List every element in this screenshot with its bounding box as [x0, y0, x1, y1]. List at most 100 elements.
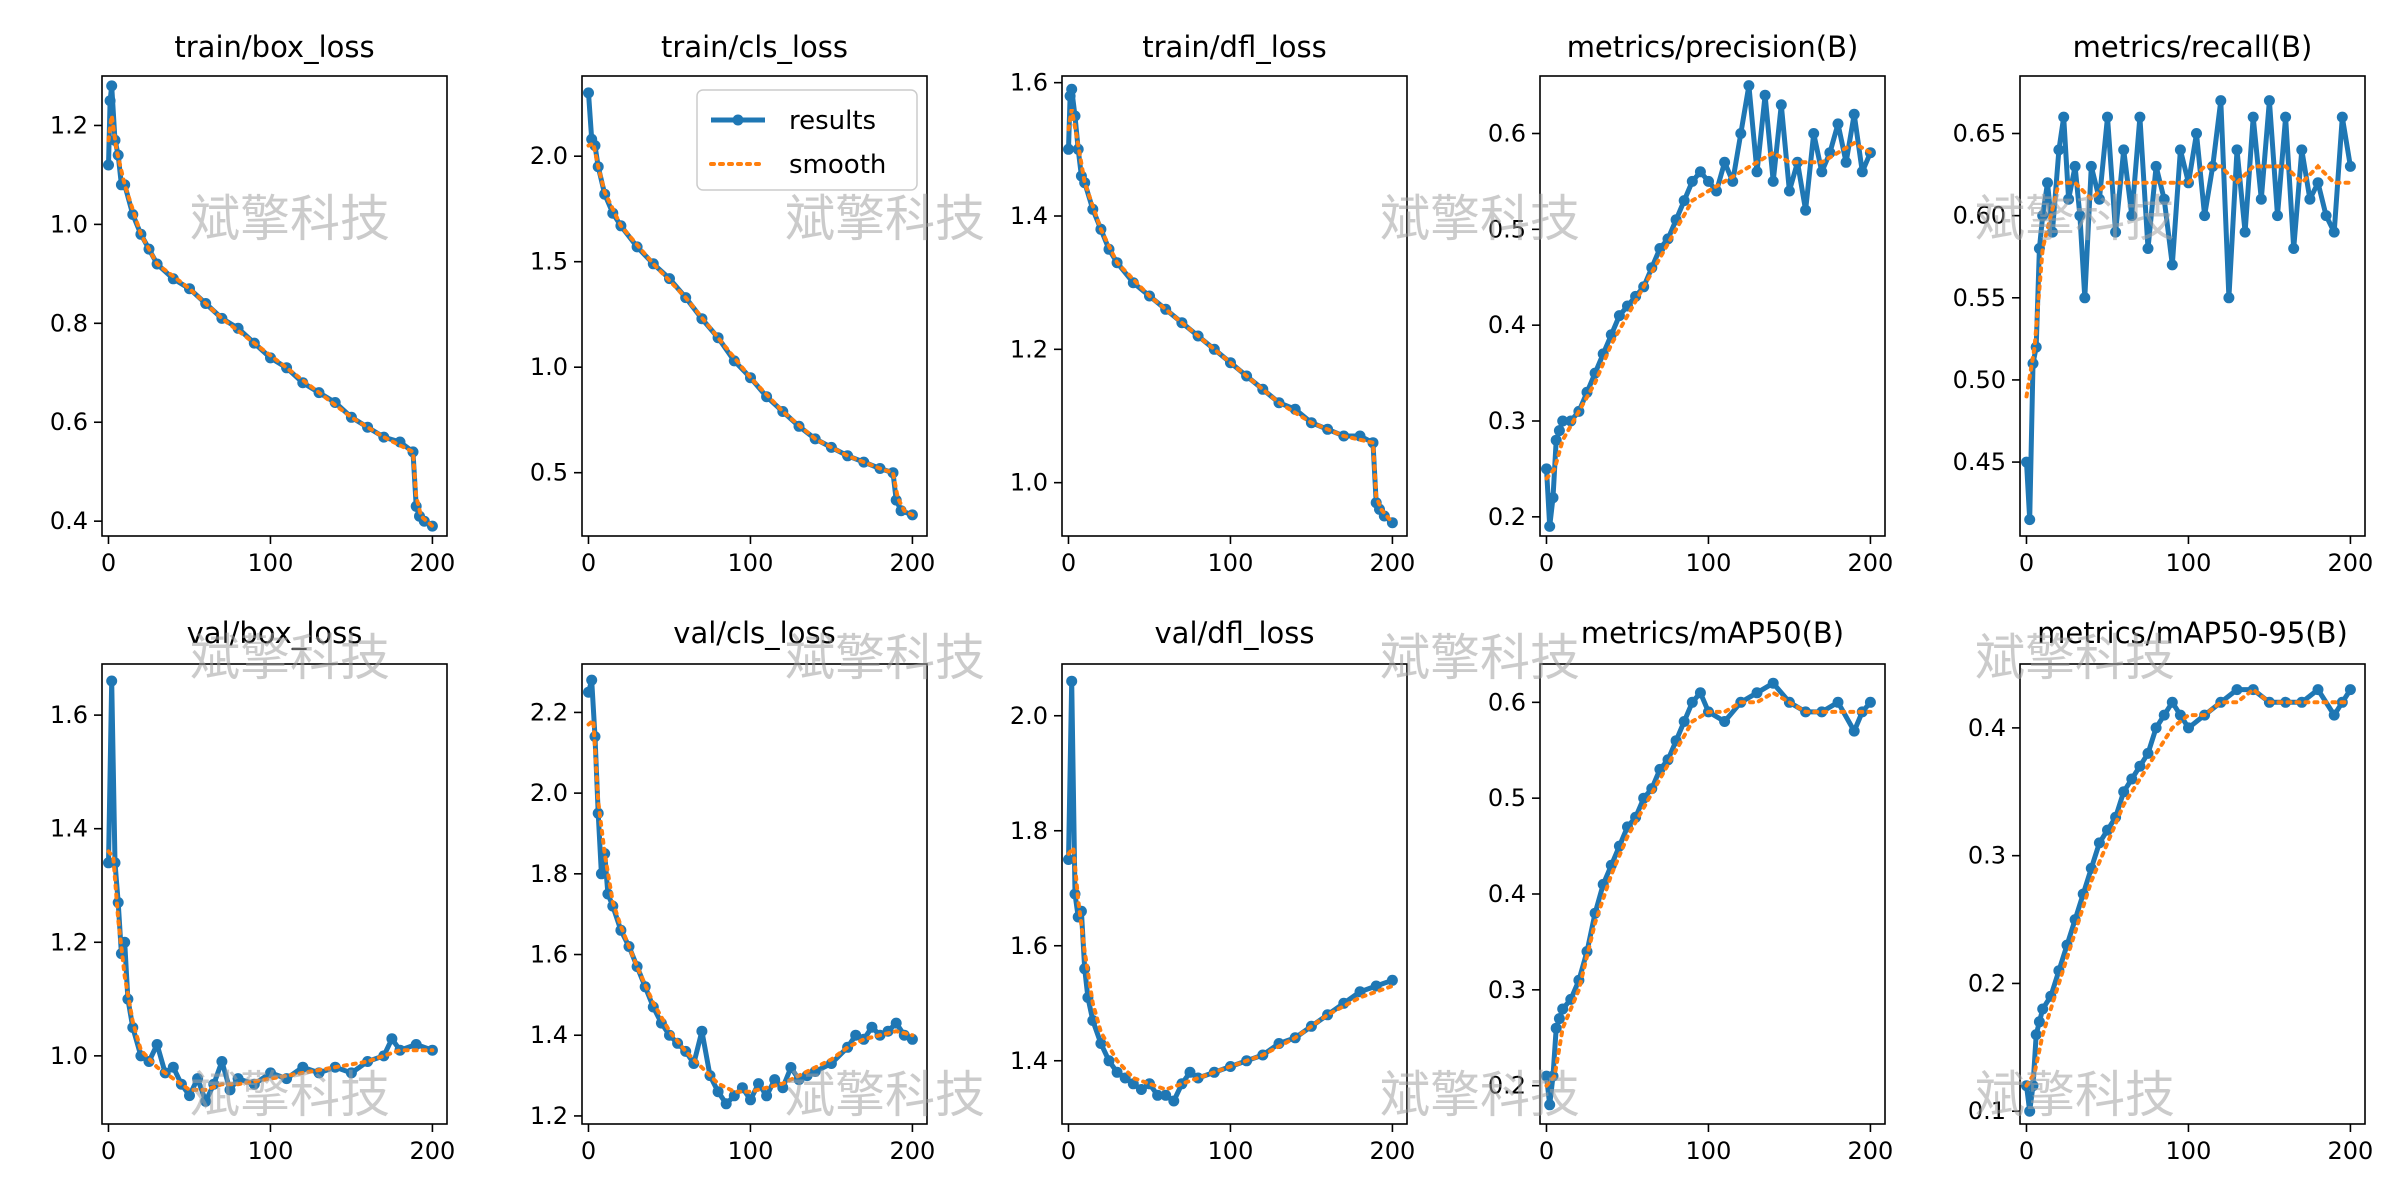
y-tick-label: 1.2	[50, 111, 88, 139]
panel-metrics-map50-95-b: metrics/mAP50-95(B) 0 100 200 0.1 0.2 0.3 0.4	[1968, 616, 2374, 1165]
x-tick-label: 0	[2019, 549, 2034, 577]
results-point	[2079, 292, 2091, 304]
x-tick-label: 0	[1539, 1137, 1554, 1165]
results-point	[2024, 1105, 2036, 1117]
results-point	[1686, 696, 1698, 708]
panel-val-box-loss: val/box_loss 0 100 200 1.0 1.2 1.4 1.6	[50, 616, 456, 1165]
panel-val-cls-loss: val/cls_loss 0 100 200 1.2 1.4 1.6 1.8 2.0 2.2	[530, 616, 936, 1165]
results-point	[2328, 226, 2340, 238]
panel-train-dfl-loss: train/dfl_loss 0 100 200 1.0 1.2 1.4 1.6	[1010, 30, 1416, 577]
x-tick-label: 200	[890, 549, 936, 577]
x-tick-label: 100	[728, 549, 774, 577]
results-point	[104, 95, 116, 107]
y-tick-label: 0.60	[1953, 202, 2006, 230]
results-point	[1541, 463, 1552, 475]
plot-frame	[101, 75, 448, 537]
watermark-text: 斌擎科技	[190, 1066, 390, 1124]
smooth-line	[106, 849, 435, 1092]
plot-frame	[1061, 663, 1408, 1125]
results-point	[1848, 725, 1860, 737]
results-point	[1711, 185, 1722, 197]
panel-metrics-precision-b: metrics/precision(B) 0 100 200 0.2 0.3 0.4 0.5 0…	[1488, 30, 1894, 577]
results-point	[1783, 185, 1795, 197]
y-tick-label: 1.2	[1010, 335, 1048, 363]
results-point	[761, 1090, 773, 1102]
results-point	[1095, 1038, 1107, 1049]
results-point	[1103, 1055, 1115, 1067]
results-line	[1544, 680, 1873, 1108]
panel-title: val/box_loss	[187, 616, 363, 650]
smooth-line	[106, 115, 435, 529]
x-tick-label: 200	[2328, 1137, 2374, 1165]
x-tick-label: 100	[1686, 1137, 1732, 1165]
smooth-line	[1066, 843, 1395, 1092]
x-tick-label: 0	[581, 549, 596, 577]
results-point	[1066, 83, 1078, 95]
results-point	[2033, 1016, 2045, 1028]
y-tick-label: 1.5	[530, 248, 568, 276]
panel-title: train/cls_loss	[661, 30, 848, 64]
panel-train-cls-loss: train/cls_loss 0 100 200 0.5 1.0 1.5 2.0 results…	[530, 30, 936, 577]
x-tick-label: 0	[1061, 549, 1076, 577]
x-tick-label: 200	[1848, 1137, 1894, 1165]
panel-metrics-map50-b: metrics/mAP50(B) 0 100 200 0.2 0.3 0.4 0.5 0.6	[1488, 616, 1894, 1165]
watermark-text: 斌擎科技	[785, 629, 985, 687]
results-point	[2296, 696, 2308, 708]
results-line	[2024, 687, 2353, 1114]
legend-smooth-label: smooth	[789, 150, 886, 180]
results-point	[745, 1094, 756, 1106]
results-point	[103, 159, 114, 171]
y-tick-label: 1.6	[50, 701, 88, 729]
results-point	[890, 1017, 902, 1029]
results-point	[2304, 193, 2316, 205]
results-point	[1111, 1066, 1123, 1078]
results-point	[2158, 193, 2170, 205]
results-point	[2312, 684, 2324, 696]
results-point	[151, 1039, 163, 1050]
x-tick-label: 200	[410, 549, 456, 577]
y-tick-label: 0.1	[1968, 1097, 2006, 1125]
x-tick-label: 100	[2166, 1137, 2212, 1165]
legend-results-label: results	[789, 106, 876, 136]
results-point	[2150, 160, 2162, 172]
results-point	[1613, 310, 1625, 322]
results-point	[297, 1061, 309, 1073]
results-point	[192, 1073, 204, 1085]
y-tick-label: 0.65	[1953, 120, 2006, 148]
results-point	[583, 87, 594, 99]
results-point	[2191, 128, 2202, 139]
results-point	[1678, 716, 1690, 727]
y-tick-label: 1.6	[1010, 69, 1048, 97]
y-tick-label: 0.3	[1488, 407, 1526, 435]
panel-title: val/cls_loss	[673, 616, 835, 650]
y-tick-label: 1.0	[50, 1042, 88, 1070]
y-tick-label: 0.50	[1953, 366, 2006, 394]
results-point	[785, 1062, 797, 1073]
results-point	[2037, 210, 2049, 222]
y-tick-label: 0.2	[1488, 503, 1526, 531]
results-point	[1063, 143, 1074, 155]
y-tick-label: 1.8	[1010, 817, 1048, 845]
results-point	[2118, 786, 2130, 798]
results-point	[1550, 434, 1562, 446]
results-point	[200, 1095, 212, 1107]
panel-train-box-loss: train/box_loss 0 100 200 0.4 0.6 0.8 1.0 1.2	[50, 30, 456, 577]
results-point	[2174, 144, 2186, 156]
smooth-line	[2024, 163, 2353, 399]
y-tick-label: 1.0	[530, 353, 568, 381]
results-point	[1856, 166, 1868, 178]
results-point	[2118, 144, 2130, 156]
watermark-text: 斌擎科技	[1975, 629, 2175, 687]
results-point	[2166, 259, 2178, 271]
results-point	[2053, 144, 2065, 156]
y-tick-label: 0.4	[1488, 880, 1526, 908]
results-point	[1119, 1072, 1131, 1084]
results-point	[2027, 1080, 2039, 1092]
y-tick-label: 0.5	[530, 459, 568, 487]
results-point	[2142, 243, 2154, 254]
results-point	[1544, 520, 1556, 532]
results-point	[1694, 166, 1706, 178]
results-point	[1386, 974, 1398, 986]
results-point	[2158, 709, 2170, 721]
